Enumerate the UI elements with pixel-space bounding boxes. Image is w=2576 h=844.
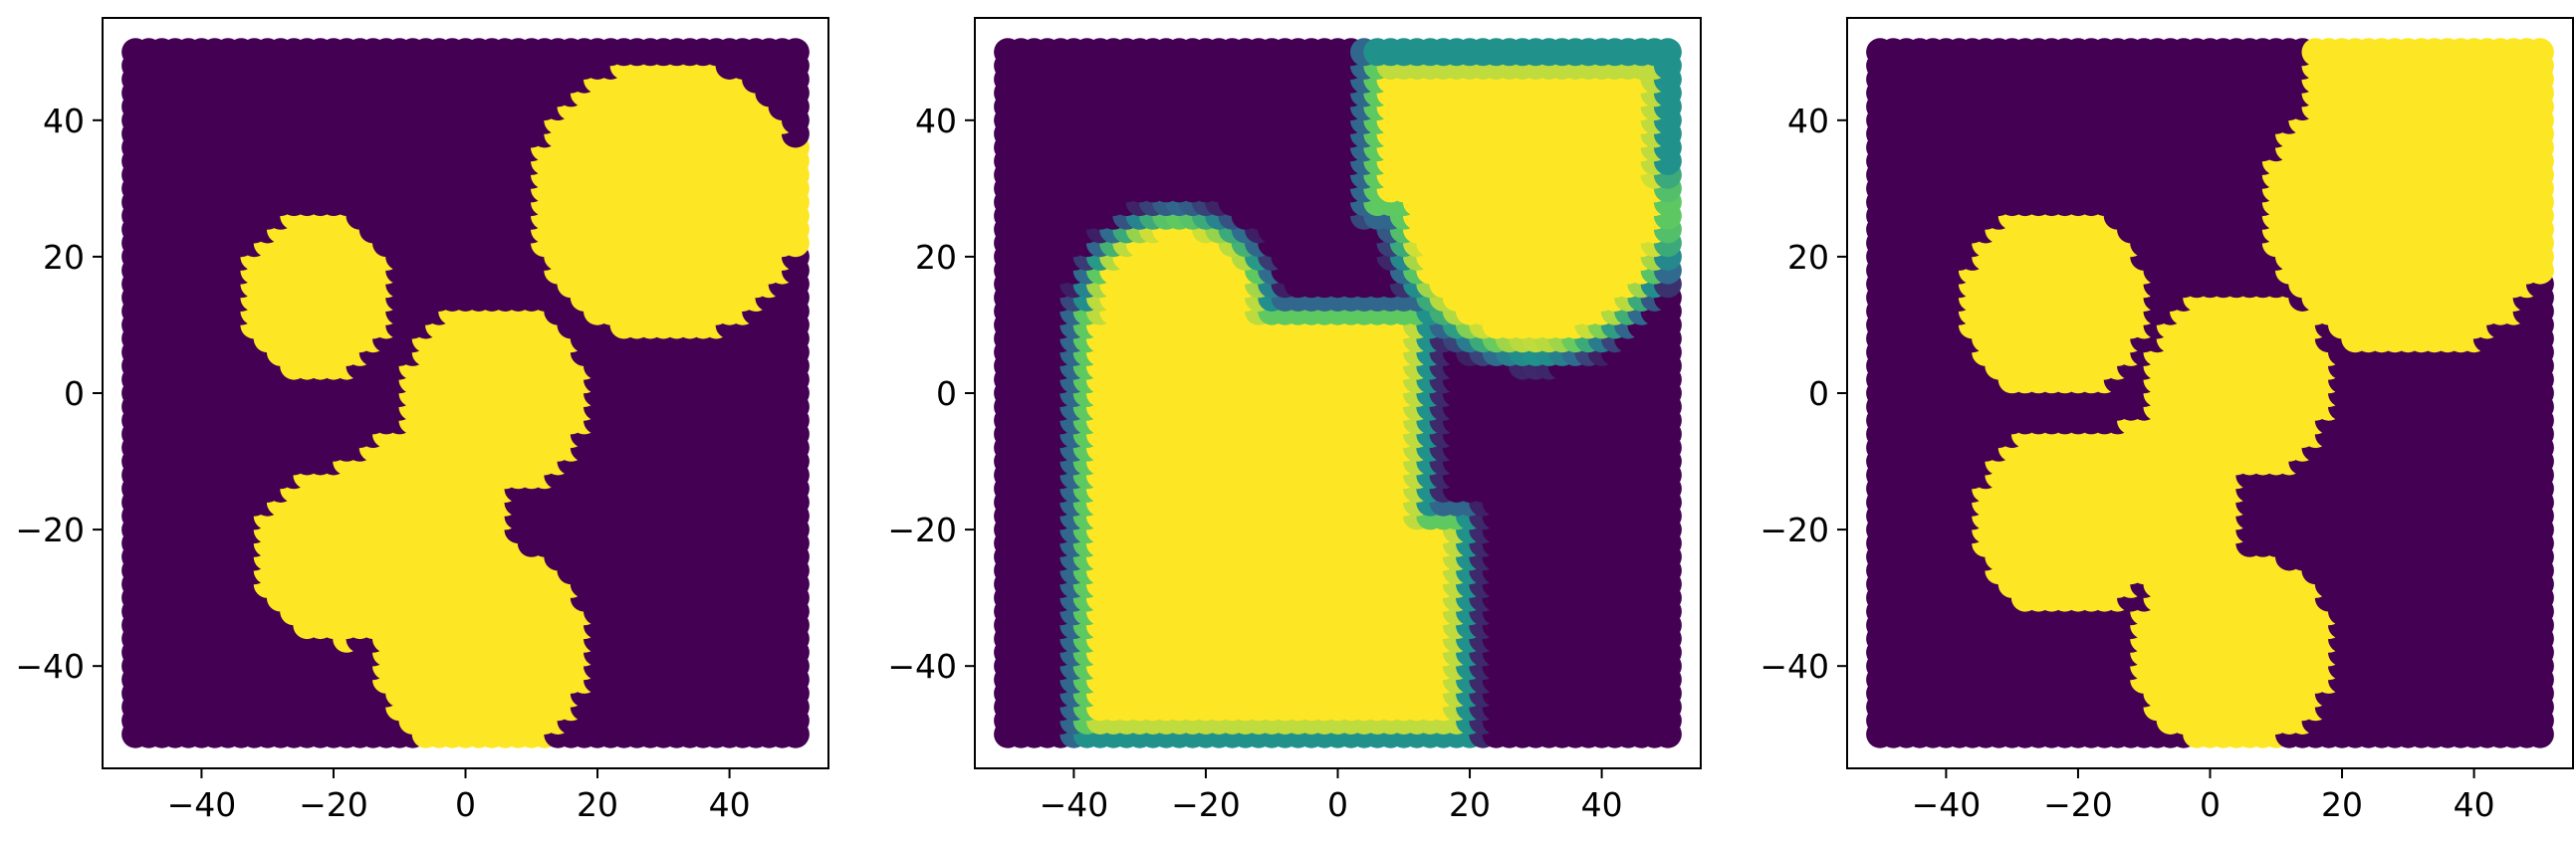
x-tick-label: −40 xyxy=(167,785,237,824)
x-tick-label: 20 xyxy=(577,785,618,824)
y-tick-label: −20 xyxy=(15,511,85,549)
y-tick-label: 40 xyxy=(43,102,85,140)
x-tick-label: 40 xyxy=(709,785,751,824)
y-tick-label: 20 xyxy=(43,238,85,277)
scatter-points xyxy=(994,38,1682,748)
x-tick-label: −20 xyxy=(299,785,368,824)
panel-1: −40 −20 0 20 40 −40 −20 0 20 40 xyxy=(15,17,829,824)
y-tick-label: −40 xyxy=(15,647,85,686)
x-tick-label: 0 xyxy=(455,785,476,824)
y-tick-label: 0 xyxy=(64,374,85,413)
scatter-points xyxy=(121,38,810,748)
scatter-point xyxy=(781,38,810,67)
